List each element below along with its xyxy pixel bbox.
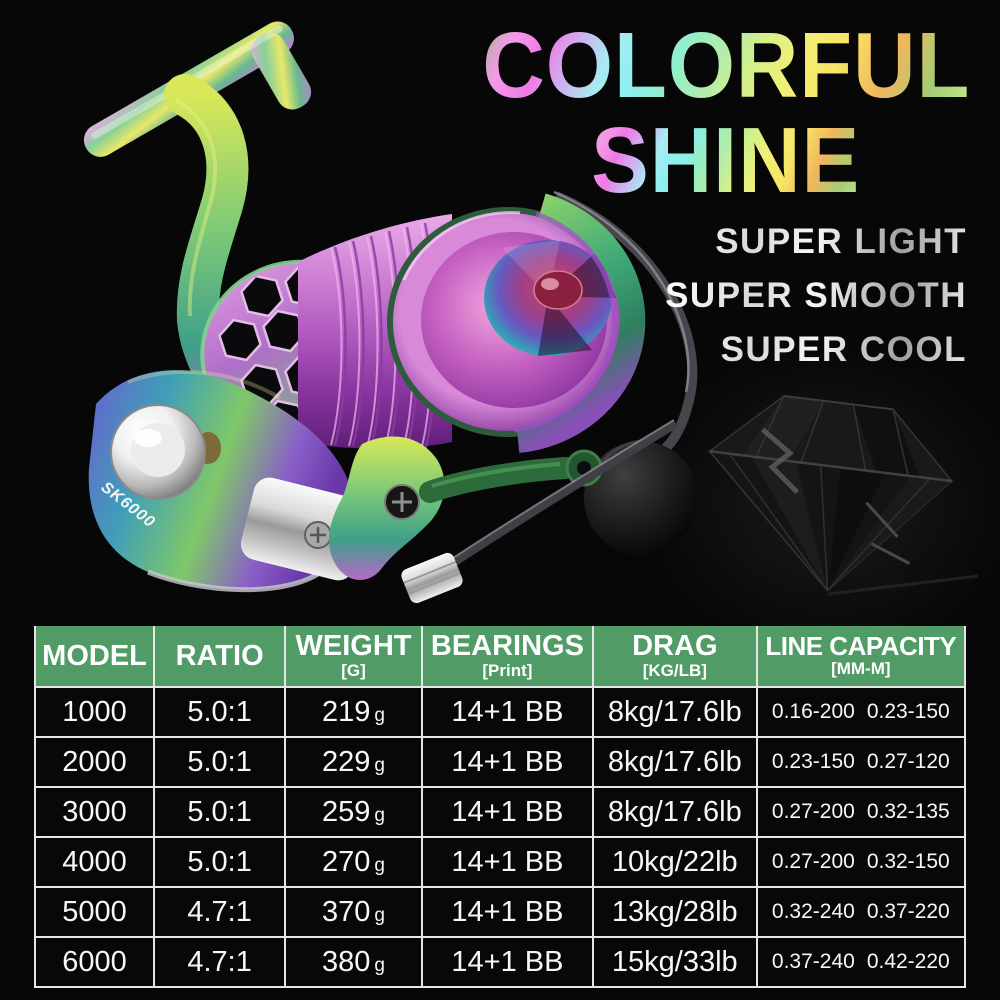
bail-wire-lower [401,419,679,604]
tagline-super-light: SUPER LIGHT [665,224,967,259]
cell-line-capacity: 0.23-150 0.27-120 [755,736,967,788]
cell-model: 3000 [33,786,156,838]
cell-weight: 270 g [284,836,423,888]
cell-line-capacity: 0.37-240 0.42-220 [755,936,967,988]
cell-bearings: 14+1 BB [420,936,594,988]
spec-row-4000: 4000 5.0:1 270 g 14+1 BB 10kg/22lb 0.27-2… [33,836,967,888]
cell-model: 4000 [33,836,156,888]
cell-weight: 219 g [284,686,423,738]
spec-row-1000: 1000 5.0:1 219 g 14+1 BB 8kg/17.6lb 0.16-… [33,686,967,738]
spec-header-line-capacity: LINE CAPACITY [MM-M] [755,626,967,688]
spec-header-ratio: RATIO [153,626,287,688]
cell-bearings: 14+1 BB [420,886,594,938]
spec-header-bearings: BEARINGS [Print] [420,626,594,688]
cell-line-capacity: 0.27-200 0.32-135 [755,786,967,838]
cell-weight: 259 g [284,786,423,838]
cell-drag: 8kg/17.6lb [591,786,758,838]
cell-line-capacity: 0.27-200 0.32-150 [755,836,967,888]
cell-weight: 370 g [284,886,423,938]
cell-drag: 10kg/22lb [591,836,758,888]
spec-row-3000: 3000 5.0:1 259 g 14+1 BB 8kg/17.6lb 0.27-… [33,786,967,838]
bail-wire [553,190,698,465]
headline-line2: SHINE [591,108,861,213]
spec-row-6000: 6000 4.7:1 380 g 14+1 BB 15kg/33lb 0.37-2… [33,936,967,988]
fishing-reel-illustration: SK6000 [83,21,698,604]
headline-line1: COLORFUL [482,13,970,117]
spec-row-2000: 2000 5.0:1 229 g 14+1 BB 8kg/17.6lb 0.23-… [33,736,967,788]
taglines: SUPER LIGHT SUPER SMOOTH SUPER COOL [665,224,967,386]
cell-model: 6000 [33,936,156,988]
cell-weight: 229 g [284,736,423,788]
bail-support-arm [419,449,603,503]
cell-bearings: 14+1 BB [420,686,594,738]
cell-drag: 8kg/17.6lb [591,686,758,738]
cell-model: 2000 [33,736,156,788]
cell-weight: 380 g [284,936,423,988]
spec-table: MODEL RATIO WEIGHT [G] BEARINGS [Print] DR… [33,626,967,988]
spec-header-model: MODEL [33,626,156,688]
cell-line-capacity: 0.32-240 0.37-220 [755,886,967,938]
cell-ratio: 5.0:1 [153,786,287,838]
bail-rocker-arm [329,436,445,580]
cell-ratio: 5.0:1 [153,736,287,788]
cell-drag: 13kg/28lb [591,886,758,938]
body-chrome-cap [110,404,221,500]
cell-line-capacity: 0.16-200 0.23-150 [755,686,967,738]
tagline-super-smooth: SUPER SMOOTH [665,276,967,315]
cell-ratio: 4.7:1 [153,936,287,988]
spec-header-row: MODEL RATIO WEIGHT [G] BEARINGS [Print] DR… [33,626,967,688]
drag-knob [484,240,616,356]
cell-model: 5000 [33,886,156,938]
rotor-arm [513,193,646,453]
spec-header-weight: WEIGHT [G] [284,626,423,688]
spec-table-section: MODEL RATIO WEIGHT [G] BEARINGS [Print] DR… [33,626,967,988]
cell-model: 1000 [33,686,156,738]
diamond-graphic [707,394,978,596]
cell-bearings: 14+1 BB [420,786,594,838]
cell-ratio: 5.0:1 [153,836,287,888]
cell-drag: 15kg/33lb [591,936,758,988]
spec-row-5000: 5000 4.7:1 370 g 14+1 BB 13kg/28lb 0.32-2… [33,886,967,938]
spec-header-drag: DRAG [KG/LB] [591,626,758,688]
cell-drag: 8kg/17.6lb [591,736,758,788]
tagline-super-cool: SUPER COOL [665,332,967,367]
cell-ratio: 5.0:1 [153,686,287,738]
cell-bearings: 14+1 BB [420,836,594,888]
headline: COLORFUL SHINE [452,13,1000,213]
cell-bearings: 14+1 BB [420,736,594,788]
cell-ratio: 4.7:1 [153,886,287,938]
